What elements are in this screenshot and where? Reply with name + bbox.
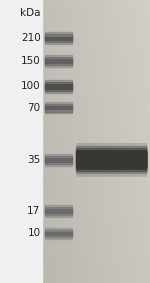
FancyBboxPatch shape [76,147,147,173]
Bar [45,104,72,112]
FancyBboxPatch shape [76,148,147,171]
FancyBboxPatch shape [76,144,147,176]
Bar [45,228,72,239]
Text: 35: 35 [27,155,40,165]
Bar [45,158,72,162]
Bar [45,230,72,237]
Bar [45,156,72,164]
Text: 150: 150 [21,56,40,66]
FancyBboxPatch shape [76,151,147,169]
Text: 17: 17 [27,206,40,216]
Bar [45,34,72,42]
Bar [45,207,72,215]
Text: 210: 210 [21,33,40,43]
Bar [45,209,72,213]
Bar [45,32,72,44]
Text: 70: 70 [27,102,40,113]
Bar [45,57,72,65]
Text: 100: 100 [21,81,40,91]
Text: 10: 10 [27,228,40,239]
Bar [45,205,72,217]
Bar [45,55,72,67]
Bar [45,59,72,63]
Bar [45,154,72,166]
Bar [45,102,72,113]
Bar [45,37,72,40]
Bar [45,80,72,93]
Bar [45,232,72,235]
Bar [45,106,72,109]
Text: kDa: kDa [20,8,40,18]
Bar [0,0,42,283]
Bar [45,84,72,89]
Bar [45,82,72,91]
